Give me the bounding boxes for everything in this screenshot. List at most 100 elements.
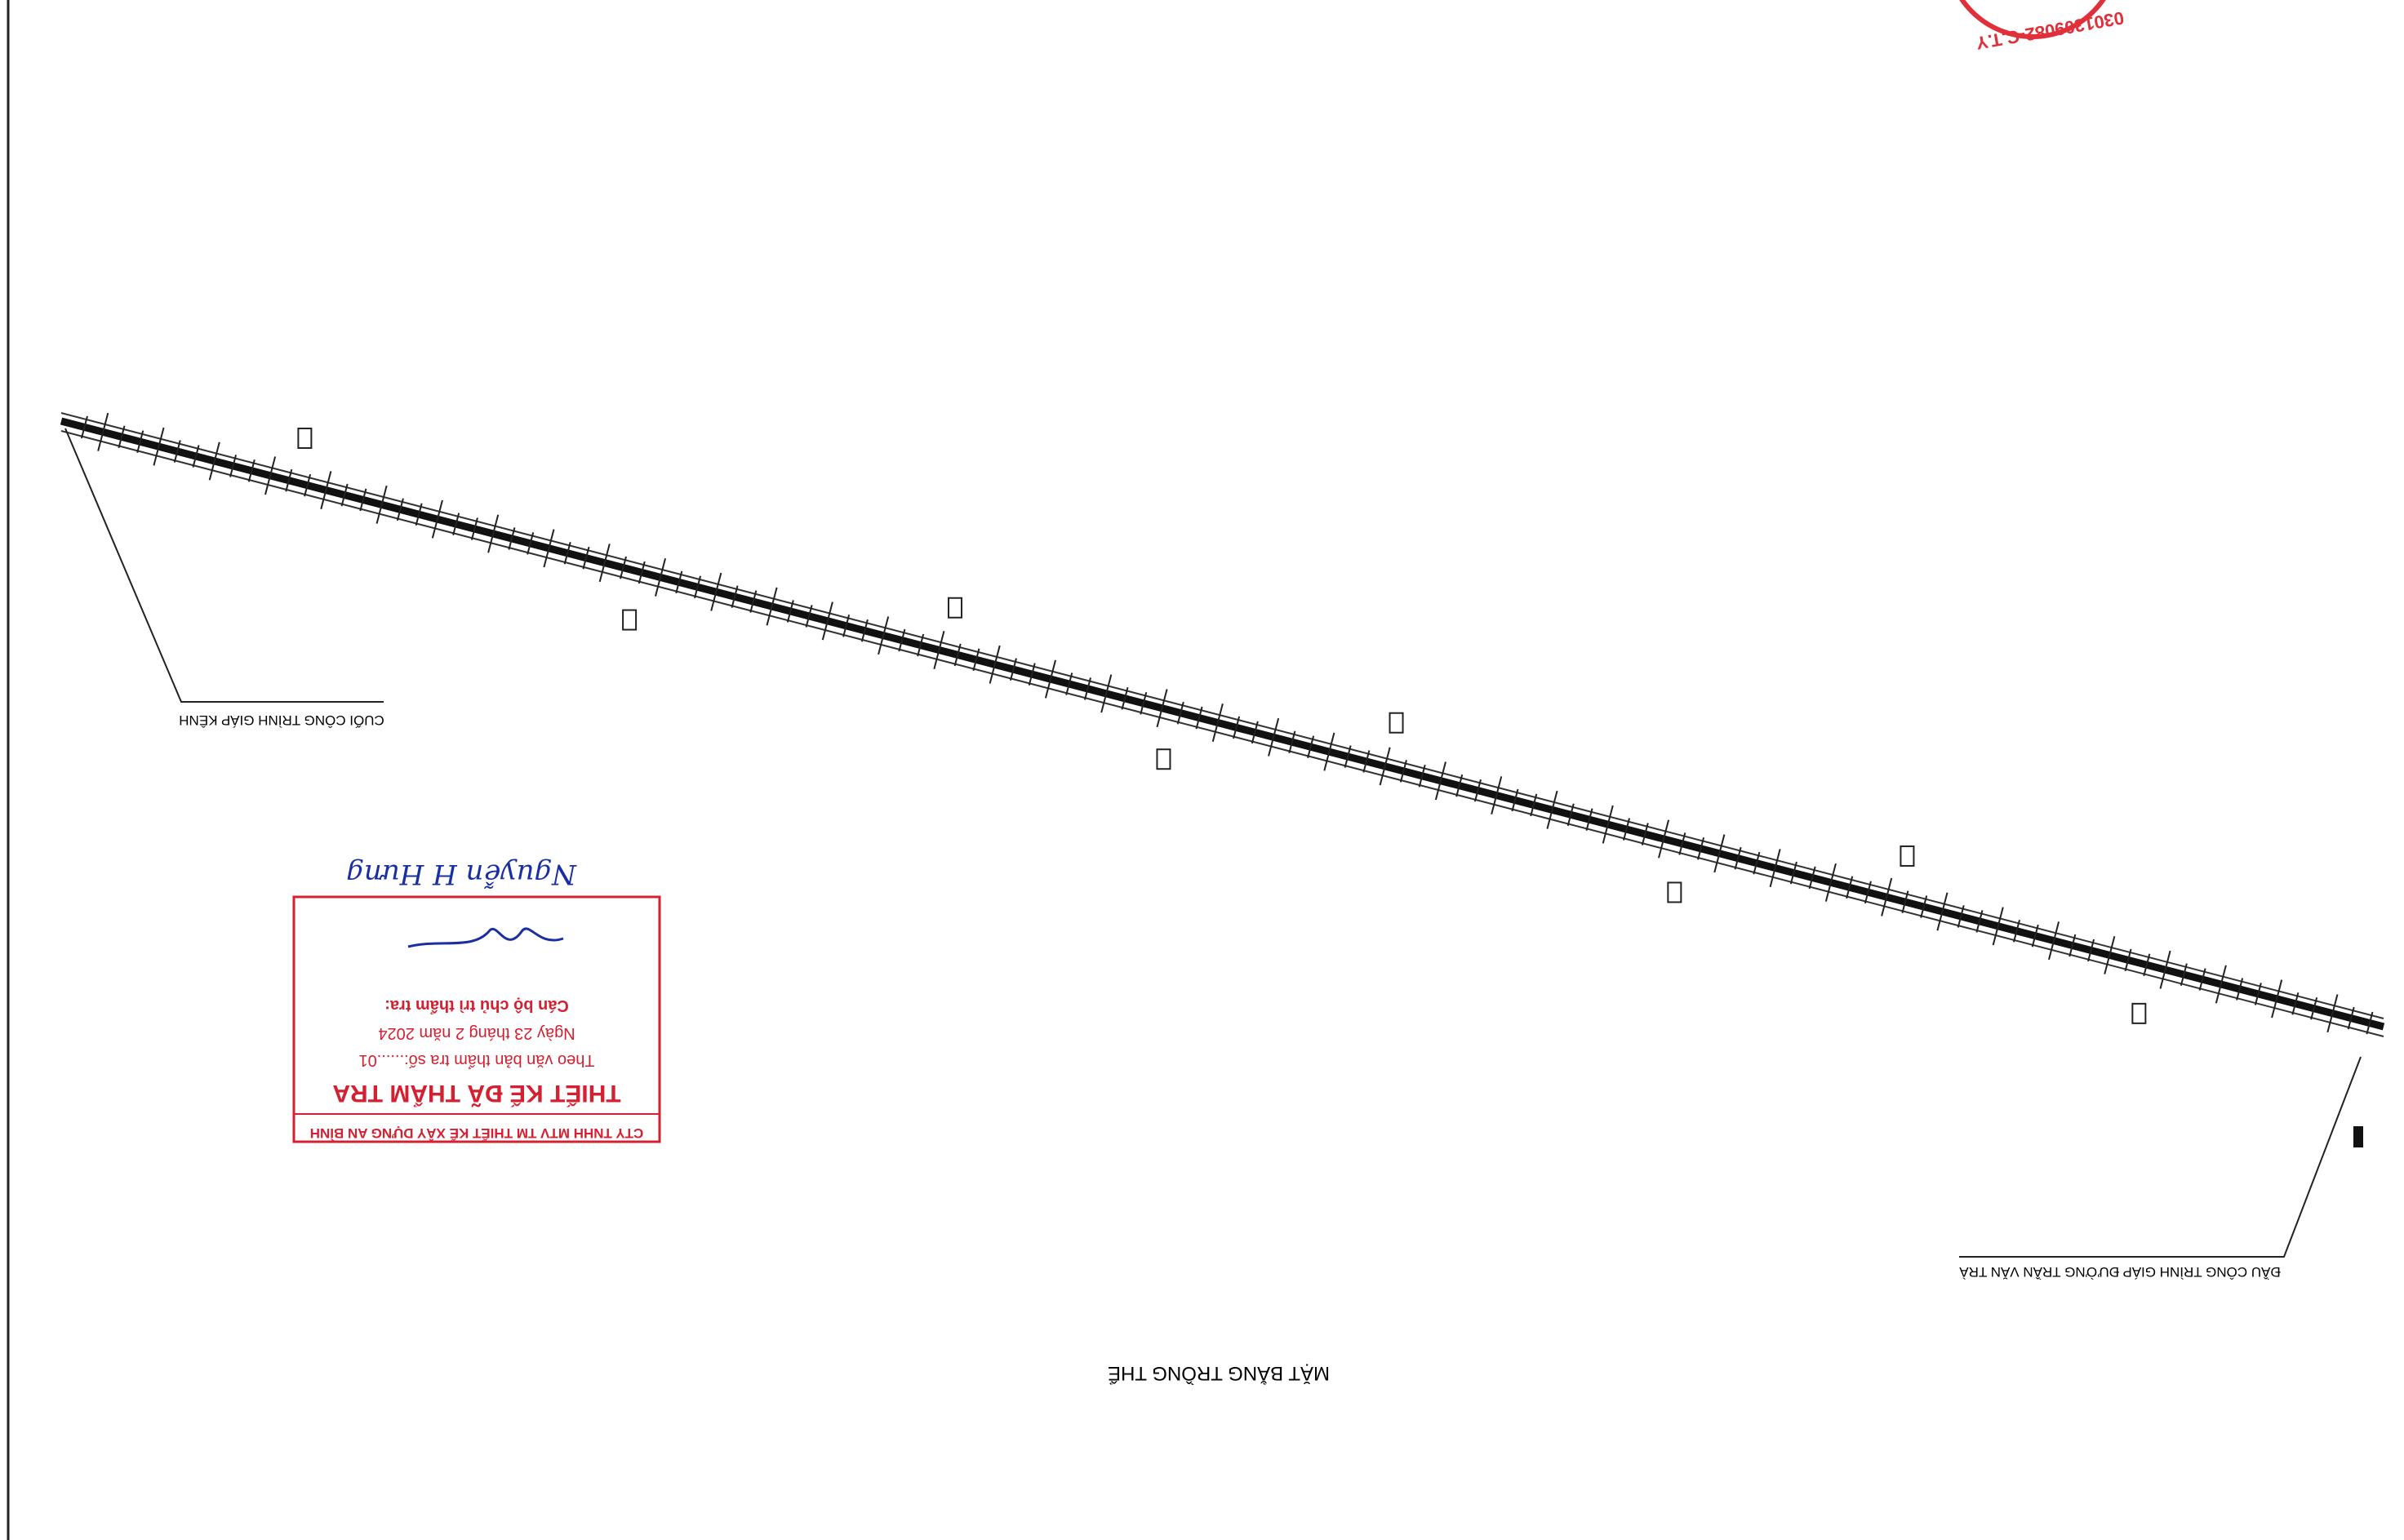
cross-tick (694, 575, 702, 599)
cross-tick (731, 585, 739, 608)
cross-tick (2291, 992, 2300, 1015)
stamp-officer: Cán bộ chủ trì thẩm tra: (384, 996, 569, 1014)
cross-tick (173, 440, 181, 463)
cross-tick (229, 455, 238, 477)
cross-tick (2143, 953, 2151, 977)
cross-tick (710, 572, 722, 611)
cross-tick (508, 527, 516, 550)
cross-tick (1846, 876, 1854, 899)
officer-name: Nguyễn H Hưng (346, 858, 577, 890)
cross-tick (2087, 939, 2095, 962)
seal-ring (1959, 0, 2106, 39)
cross-tick (2124, 948, 2132, 972)
cross-tick (953, 643, 962, 667)
drawing-title: MẶT BẰNG TRỒNG THỂ (1108, 1362, 1330, 1385)
cross-tick (619, 556, 627, 579)
cross-tick (2047, 921, 2060, 961)
cross-tick (2104, 935, 2116, 974)
cross-tick (2159, 950, 2171, 989)
cross-tick (933, 631, 945, 669)
cross-tick (1920, 895, 1928, 918)
symbol-box (947, 597, 962, 619)
cross-tick (375, 485, 388, 524)
cross-tick (860, 619, 869, 642)
cross-tick (1511, 788, 1519, 812)
cross-tick (1379, 747, 1391, 786)
approval-stamp: CTY TNHH MTV TM THIẾT KẾ XÂY DỰNG AN BÌN… (292, 858, 661, 1143)
cross-tick (2310, 996, 2318, 1020)
cross-tick (1491, 776, 1503, 815)
cross-tick (2236, 978, 2244, 1001)
cross-tick (1344, 745, 1352, 768)
cross-tick (821, 601, 833, 641)
cross-tick (766, 587, 778, 626)
cross-tick (1881, 877, 1893, 916)
cross-tick (1753, 851, 1761, 875)
cross-tick (2271, 979, 2283, 1019)
cross-tick (2198, 968, 2206, 991)
cross-tick (1251, 721, 1259, 744)
cross-tick (320, 471, 332, 510)
cross-tick (1233, 716, 1241, 739)
stamp-document: Theo văn bản thẩm tra số:......01 (358, 1051, 594, 1069)
cross-tick (1362, 750, 1371, 773)
end-label: ĐẦU CÔNG TRÌNH GIÁP ĐƯỜNG TRẦN VĂN TRÀ (1959, 1264, 2281, 1280)
symbol-box (1900, 845, 1915, 867)
cross-tick (1455, 774, 1464, 797)
road-centerline (60, 417, 2385, 1031)
cross-tick (1140, 691, 1148, 715)
cross-tick (1418, 765, 1426, 788)
cross-tick (1697, 837, 1705, 860)
signature (407, 927, 564, 948)
cross-tick (1936, 892, 1949, 931)
symbol-box (2131, 1002, 2147, 1024)
cross-tick (1585, 808, 1593, 832)
cross-tick (487, 514, 500, 553)
leader-line (64, 428, 384, 703)
cross-tick (786, 600, 794, 623)
symbol-box (1667, 881, 1682, 903)
cross-tick (1065, 672, 1073, 695)
cross-tick (1121, 687, 1129, 710)
cross-tick (304, 473, 312, 497)
cross-tick (972, 648, 980, 672)
cross-tick (396, 498, 404, 521)
cross-tick (1808, 866, 1816, 890)
cross-tick (2366, 1011, 2374, 1035)
cross-tick (208, 442, 220, 481)
cross-tick (1975, 910, 1984, 933)
cross-tick (1734, 846, 1742, 870)
road-edge (60, 412, 2384, 1019)
cross-tick (1713, 834, 1726, 873)
start-label: CUỐI CÔNG TRÌNH GIÁP KÊNH (179, 712, 384, 729)
cross-tick (1268, 717, 1280, 757)
cross-tick (136, 430, 144, 454)
cross-tick (1769, 849, 1781, 888)
cross-tick (527, 532, 535, 555)
cross-tick (2012, 919, 2020, 943)
cross-tick (1211, 703, 1224, 742)
cross-tick (598, 544, 611, 583)
marker (2353, 1126, 2363, 1147)
cross-tick (415, 503, 423, 526)
cross-tick (470, 517, 478, 540)
cross-tick (1288, 730, 1296, 754)
cross-tick (563, 541, 571, 565)
cross-tick (2326, 994, 2339, 1033)
stamp-border (292, 895, 661, 1143)
cross-tick (1083, 677, 1091, 700)
cross-tick (431, 499, 443, 539)
cross-tick (2180, 963, 2188, 986)
cross-tick (842, 614, 851, 637)
cross-tick (2031, 924, 2039, 948)
cross-tick (1546, 790, 1558, 829)
cross-tick (878, 616, 890, 655)
stamp-company: CTY TNHH MTV TM THIẾT KẾ XÂY DỰNG AN BÌN… (310, 1125, 644, 1141)
cross-tick (1678, 832, 1686, 855)
symbol-box (297, 427, 313, 449)
cross-tick (1399, 760, 1407, 783)
cross-tick (1434, 761, 1446, 801)
cross-tick (582, 546, 590, 570)
